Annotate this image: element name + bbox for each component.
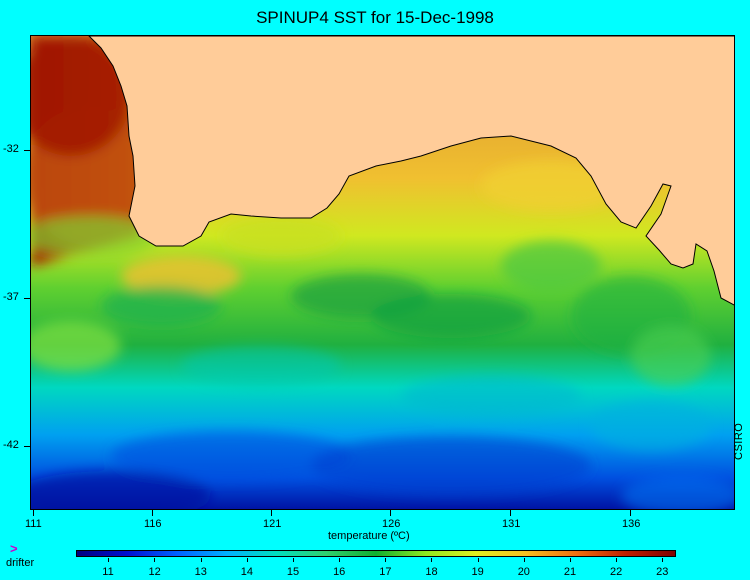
colorbar-tick (662, 558, 664, 562)
x-tick (510, 510, 511, 516)
colorbar-tick (616, 558, 617, 562)
colorbar-tick (292, 558, 294, 562)
colorbar-tick (523, 558, 525, 562)
colorbar-tick (108, 558, 110, 562)
colorbar-tick-label: 23 (656, 566, 669, 578)
x-tick-label: 126 (382, 518, 401, 530)
colorbar-tick-label: 15 (286, 566, 300, 578)
colorbar-tick-label: 12 (148, 566, 161, 578)
colorbar-tick-label: 19 (471, 566, 484, 578)
land-mass (88, 36, 734, 306)
colorbar (76, 550, 676, 557)
page-title: SPINUP4 SST for 15-Dec-1998 (256, 8, 494, 27)
colorbar-tick (154, 558, 156, 562)
drifter-marker-icon: > (10, 541, 18, 556)
x-tick-label: 131 (502, 518, 521, 530)
colorbar-tick (339, 558, 341, 562)
sst-map-canvas (31, 36, 734, 509)
credit-text: CSIRO (733, 422, 745, 460)
colorbar-title: temperature (ºC) (328, 530, 410, 542)
colorbar-tick-label: 17 (379, 566, 392, 578)
x-tick-label: 136 (622, 518, 641, 530)
colorbar-tick-label: 20 (517, 566, 530, 578)
colorbar-tick-label: 11 (102, 566, 114, 578)
y-tick (24, 150, 30, 151)
y-tick-label: -37 (3, 291, 19, 303)
colorbar-tick-label: 22 (610, 566, 623, 578)
colorbar-tick (385, 558, 387, 562)
y-tick-label: -32 (3, 143, 19, 155)
x-tick-label: 111 (25, 518, 42, 530)
colorbar-tick-label: 16 (333, 566, 346, 578)
colorbar-tick-label: 13 (194, 566, 207, 578)
x-tick (630, 510, 631, 516)
drifter-legend-label: drifter (6, 557, 35, 569)
colorbar-tick-label: 21 (563, 566, 577, 578)
x-tick (390, 510, 391, 516)
sst-eddies (31, 36, 734, 509)
x-tick (33, 510, 34, 516)
x-tick-label: 116 (144, 518, 162, 530)
colorbar-tick (477, 558, 479, 562)
colorbar-tick (569, 558, 571, 562)
x-tick (152, 510, 153, 516)
colorbar-tick (431, 558, 433, 562)
colorbar-tick (200, 558, 202, 562)
y-tick (24, 446, 30, 447)
y-tick-label: -42 (3, 439, 19, 451)
sst-map[interactable] (30, 35, 735, 510)
y-tick (24, 298, 30, 299)
colorbar-tick-label: 18 (425, 566, 438, 578)
x-tick-label: 121 (263, 518, 282, 530)
colorbar-tick (246, 558, 248, 562)
x-tick (271, 510, 272, 516)
colorbar-tick-label: 14 (240, 566, 254, 578)
